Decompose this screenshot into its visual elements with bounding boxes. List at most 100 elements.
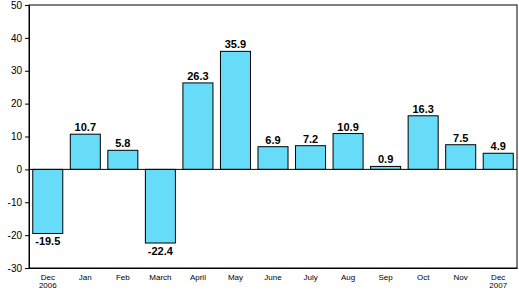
chart: -30-20-1001020304050Dec2006JanFebMarchAp… (0, 0, 519, 295)
y-tick-mark (25, 202, 29, 203)
x-tick-label: Oct (417, 273, 430, 282)
x-tick-label: Aug (341, 273, 355, 282)
y-tick-mark (25, 71, 29, 72)
data-label: -19.5 (35, 235, 60, 247)
x-axis: Dec2006JanFebMarchAprilMayJuneJulyAugSep… (30, 268, 518, 290)
x-tick-label-line: Aug (341, 273, 355, 282)
y-tick-mark (25, 235, 29, 236)
x-tick: March (149, 268, 171, 282)
bar (220, 51, 250, 169)
y-tick-label: 20 (11, 98, 23, 109)
bar (333, 134, 363, 170)
data-label: 16.3 (412, 103, 433, 115)
bar (446, 145, 476, 170)
y-tick-mark (25, 104, 29, 105)
zero-line (29, 169, 517, 170)
y-axis-line (25, 6, 30, 269)
y-tick-mark (25, 137, 29, 138)
bar (483, 153, 513, 169)
x-tick: Jan (79, 268, 92, 282)
x-tick-label: June (264, 273, 282, 282)
y-tick-label: 30 (11, 65, 23, 76)
x-tick-label: Sep (378, 273, 393, 282)
x-tick: Oct (417, 268, 430, 282)
x-tick: June (264, 268, 282, 282)
bar (33, 169, 63, 233)
x-tick-label-line: April (190, 273, 206, 282)
x-tick-label-line: June (264, 273, 282, 282)
y-axis: -30 -20 -10 0 10 20 30 40 50 (8, 0, 30, 274)
y-tick-mark (25, 5, 29, 6)
data-label: 10.7 (75, 121, 96, 133)
y-tick-mark (25, 169, 29, 170)
x-tick-label: Jan (79, 273, 92, 282)
data-label: 10.9 (337, 121, 358, 133)
y-tick-label: 0 (16, 164, 22, 175)
plot: -30-20-1001020304050Dec2006JanFebMarchAp… (8, 0, 518, 290)
y-tick: 40 (11, 33, 29, 44)
y-tick: -30 (8, 263, 29, 274)
bar (145, 169, 175, 243)
y-tick: 30 (11, 65, 29, 76)
data-label: 6.9 (265, 134, 280, 146)
y-tick-label: -30 (8, 263, 23, 274)
x-tick-label-line: Dec (41, 273, 55, 282)
x-tick: Sep (378, 268, 393, 282)
data-label: 0.9 (378, 153, 393, 165)
bar (408, 116, 438, 170)
x-tick-label-line: March (149, 273, 171, 282)
x-tick-label: April (190, 273, 206, 282)
y-tick: 10 (11, 131, 29, 142)
x-tick-label-line: July (303, 273, 317, 282)
y-tick-label: -10 (8, 197, 23, 208)
y-tick: 20 (11, 98, 29, 109)
x-tick-label: Dec2007 (489, 273, 507, 291)
x-tick-label: July (303, 273, 317, 282)
bars (33, 51, 513, 243)
x-tick-label: Dec2006 (39, 273, 57, 291)
bar (108, 150, 138, 169)
x-tick-label-line: Dec (491, 273, 505, 282)
x-tick-label: Feb (116, 273, 130, 282)
bar (296, 146, 326, 170)
y-tick-mark (25, 268, 29, 269)
x-tick: Dec2006 (39, 268, 57, 290)
x-tick: Aug (341, 268, 355, 282)
data-label: -22.4 (148, 245, 174, 257)
x-tick: July (303, 268, 317, 282)
y-tick: -10 (8, 197, 29, 208)
x-tick-label-line: 2007 (489, 281, 507, 290)
plot-frame (29, 5, 517, 268)
y-tick-label: 40 (11, 33, 23, 44)
data-label: 5.8 (115, 137, 130, 149)
data-label: 7.5 (453, 132, 468, 144)
y-tick-label: 10 (11, 131, 23, 142)
x-tick: April (190, 268, 206, 282)
x-tick-label: May (228, 273, 243, 282)
x-tick-label-line: 2006 (39, 281, 57, 290)
data-label: 35.9 (225, 38, 246, 50)
x-tick-label-line: Sep (378, 273, 393, 282)
x-tick: May (228, 268, 243, 282)
bar (70, 134, 100, 169)
data-labels: -19.5 10.7 5.8 -22.4 26.3 35.9 6.9 7.2 10.9 0.9 16… (35, 38, 506, 257)
y-tick: 50 (11, 0, 29, 11)
y-tick-label: 50 (11, 0, 23, 11)
x-tick-label: March (149, 273, 171, 282)
x-tick-label-line: Jan (79, 273, 92, 282)
x-tick: Dec2007 (489, 268, 507, 290)
y-tick: 0 (16, 164, 29, 175)
x-tick-label: Nov (454, 273, 468, 282)
x-axis-line (30, 268, 518, 269)
y-tick-label: -20 (8, 230, 23, 241)
x-tick-label-line: Oct (417, 273, 430, 282)
data-label: 26.3 (187, 70, 208, 82)
x-tick-label-line: Feb (116, 273, 130, 282)
y-tick-mark (25, 38, 29, 39)
data-label: 4.9 (491, 140, 506, 152)
x-tick: Nov (454, 268, 468, 282)
bar (183, 83, 213, 169)
data-label: 7.2 (303, 133, 318, 145)
bar (258, 147, 288, 170)
x-tick: Feb (116, 268, 130, 282)
